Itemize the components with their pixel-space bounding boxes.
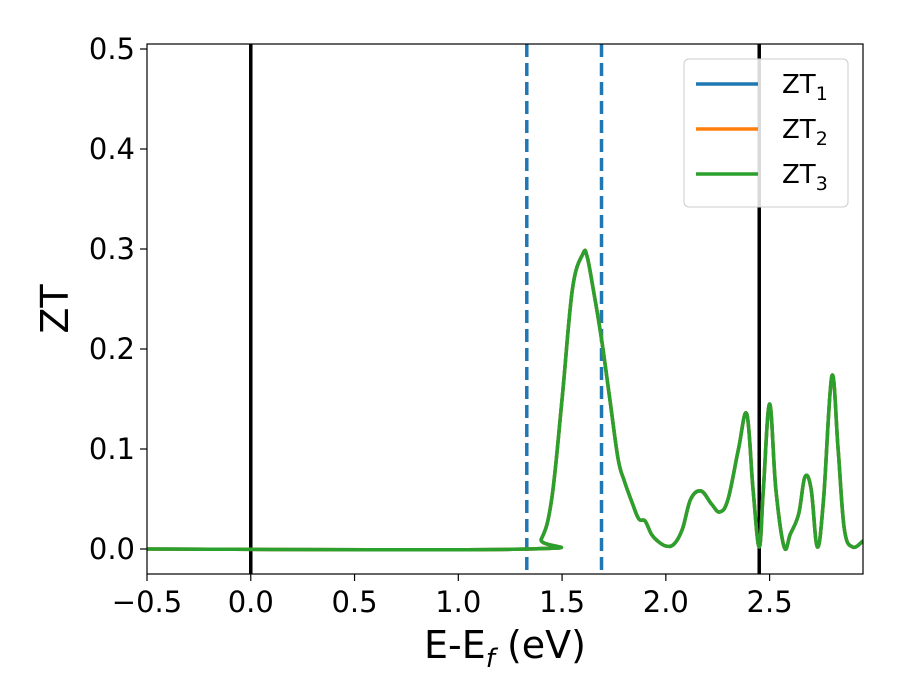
plot-frame — [146, 43, 864, 575]
x-axis-label-unit: (eV) — [495, 623, 586, 667]
series-layer — [147, 248, 863, 552]
x-tick-label: −0.5 — [112, 585, 182, 619]
legend-label-zt1: ZT1 — [782, 70, 828, 105]
legend: ZT1 ZT2 ZT3 — [683, 58, 849, 208]
y-tick-label: 0.5 — [89, 32, 135, 66]
y-tick-label: 0.2 — [89, 332, 135, 366]
y-tick-label: 0.1 — [89, 432, 135, 466]
legend-label-zt3: ZT3 — [782, 160, 828, 195]
y-tick-label: 0.0 — [89, 532, 135, 566]
x-tick-label: 0.0 — [228, 585, 274, 619]
y-tick-label: 0.3 — [89, 232, 135, 266]
x-tick-label: 1.5 — [539, 585, 585, 619]
x-tick-label: 0.5 — [331, 585, 377, 619]
y-axis-label: ZT — [33, 284, 77, 334]
legend-box — [683, 58, 849, 208]
legend-label-zt2: ZT2 — [782, 115, 828, 150]
y-tick-label: 0.4 — [89, 132, 135, 166]
x-axis: −0.5 0.0 0.5 1.0 1.5 2.0 2.5 — [112, 574, 793, 619]
series-line-zt3 — [147, 248, 863, 552]
x-tick-label: 1.0 — [435, 585, 481, 619]
x-tick-label: 2.0 — [643, 585, 689, 619]
x-axis-label: E-Ef (eV) — [424, 623, 586, 674]
y-axis: 0.0 0.1 0.2 0.3 0.4 0.5 — [89, 32, 147, 566]
x-tick-label: 2.5 — [747, 585, 793, 619]
